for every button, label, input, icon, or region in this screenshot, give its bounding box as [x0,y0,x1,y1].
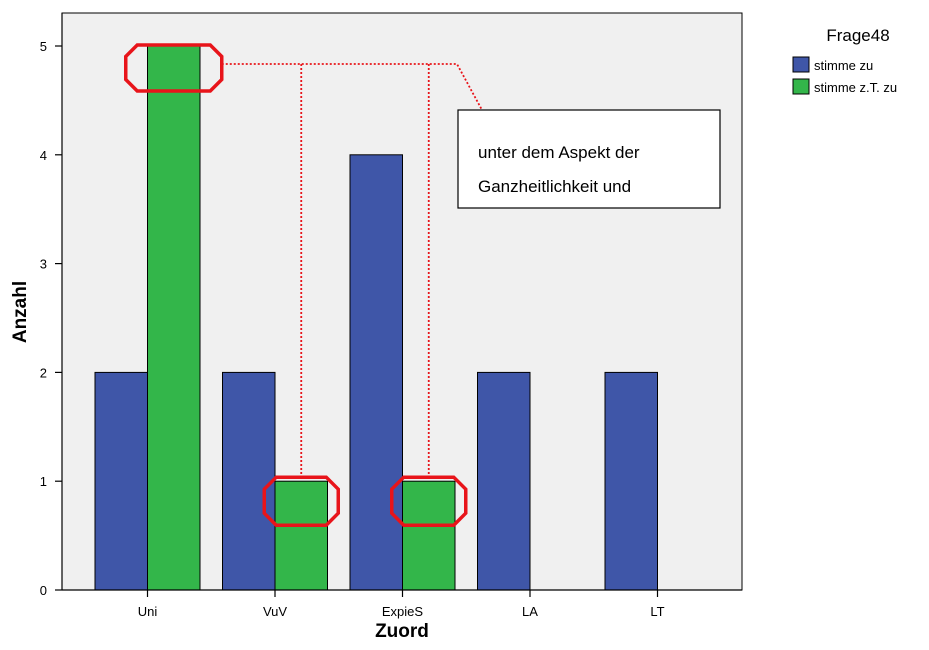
legend-swatch-stimme-zu [792,56,810,73]
highlight-uni [124,43,224,93]
bar-expies-stimme-zu [349,154,403,591]
bar-expies-stimme-z-t-zu [402,480,456,591]
x-tick-label-vuv: VuV [263,604,287,619]
annotation-box [457,109,721,209]
x-tick-label-expies: ExpieS [382,604,424,619]
highlight-expies [390,475,468,527]
annotation-line-2: Ganzheitlichkeit und [478,177,631,196]
legend-swatch-stimme-zt-zu [792,78,810,95]
bar-vuv-stimme-zu [222,371,276,591]
legend-label-stimme-zt-zu: stimme z.T. zu [814,80,897,95]
bar-uni-stimme-zu [94,371,148,591]
highlight-vuv [262,475,340,527]
bar-lt-stimme-zu [604,371,658,591]
bar-la-stimme-zu [477,371,531,591]
x-axis-title: Zuord [375,621,429,642]
x-tick-label-lt: LT [650,604,664,619]
legend-title: Frage48 [826,26,889,45]
y-axis-title: Anzahl [10,281,31,343]
y-tick-label-3: 3 [40,257,47,272]
y-tick-label-1: 1 [40,474,47,489]
y-tick-label-0: 0 [40,583,47,598]
y-tick-label-2: 2 [40,365,47,380]
annotation-line-1: unter dem Aspekt der [478,143,640,162]
legend: Frage48 stimme zu stimme z.T. zu [792,26,897,95]
bar-uni-stimme-z-t-zu [147,45,201,591]
axes: 0 1 2 3 4 5 Uni VuV ExpieS LA LT [40,13,742,619]
annotation-callout: unter dem Aspekt der Ganzheitlichkeit un… [457,109,721,209]
x-tick-label-uni: Uni [138,604,158,619]
y-tick-label-5: 5 [40,39,47,54]
bar-vuv-stimme-z-t-zu [274,480,328,591]
annotation-highlights [124,43,483,527]
x-tick-label-la: LA [522,604,538,619]
y-tick-label-4: 4 [40,148,47,163]
legend-label-stimme-zu: stimme zu [814,58,873,73]
